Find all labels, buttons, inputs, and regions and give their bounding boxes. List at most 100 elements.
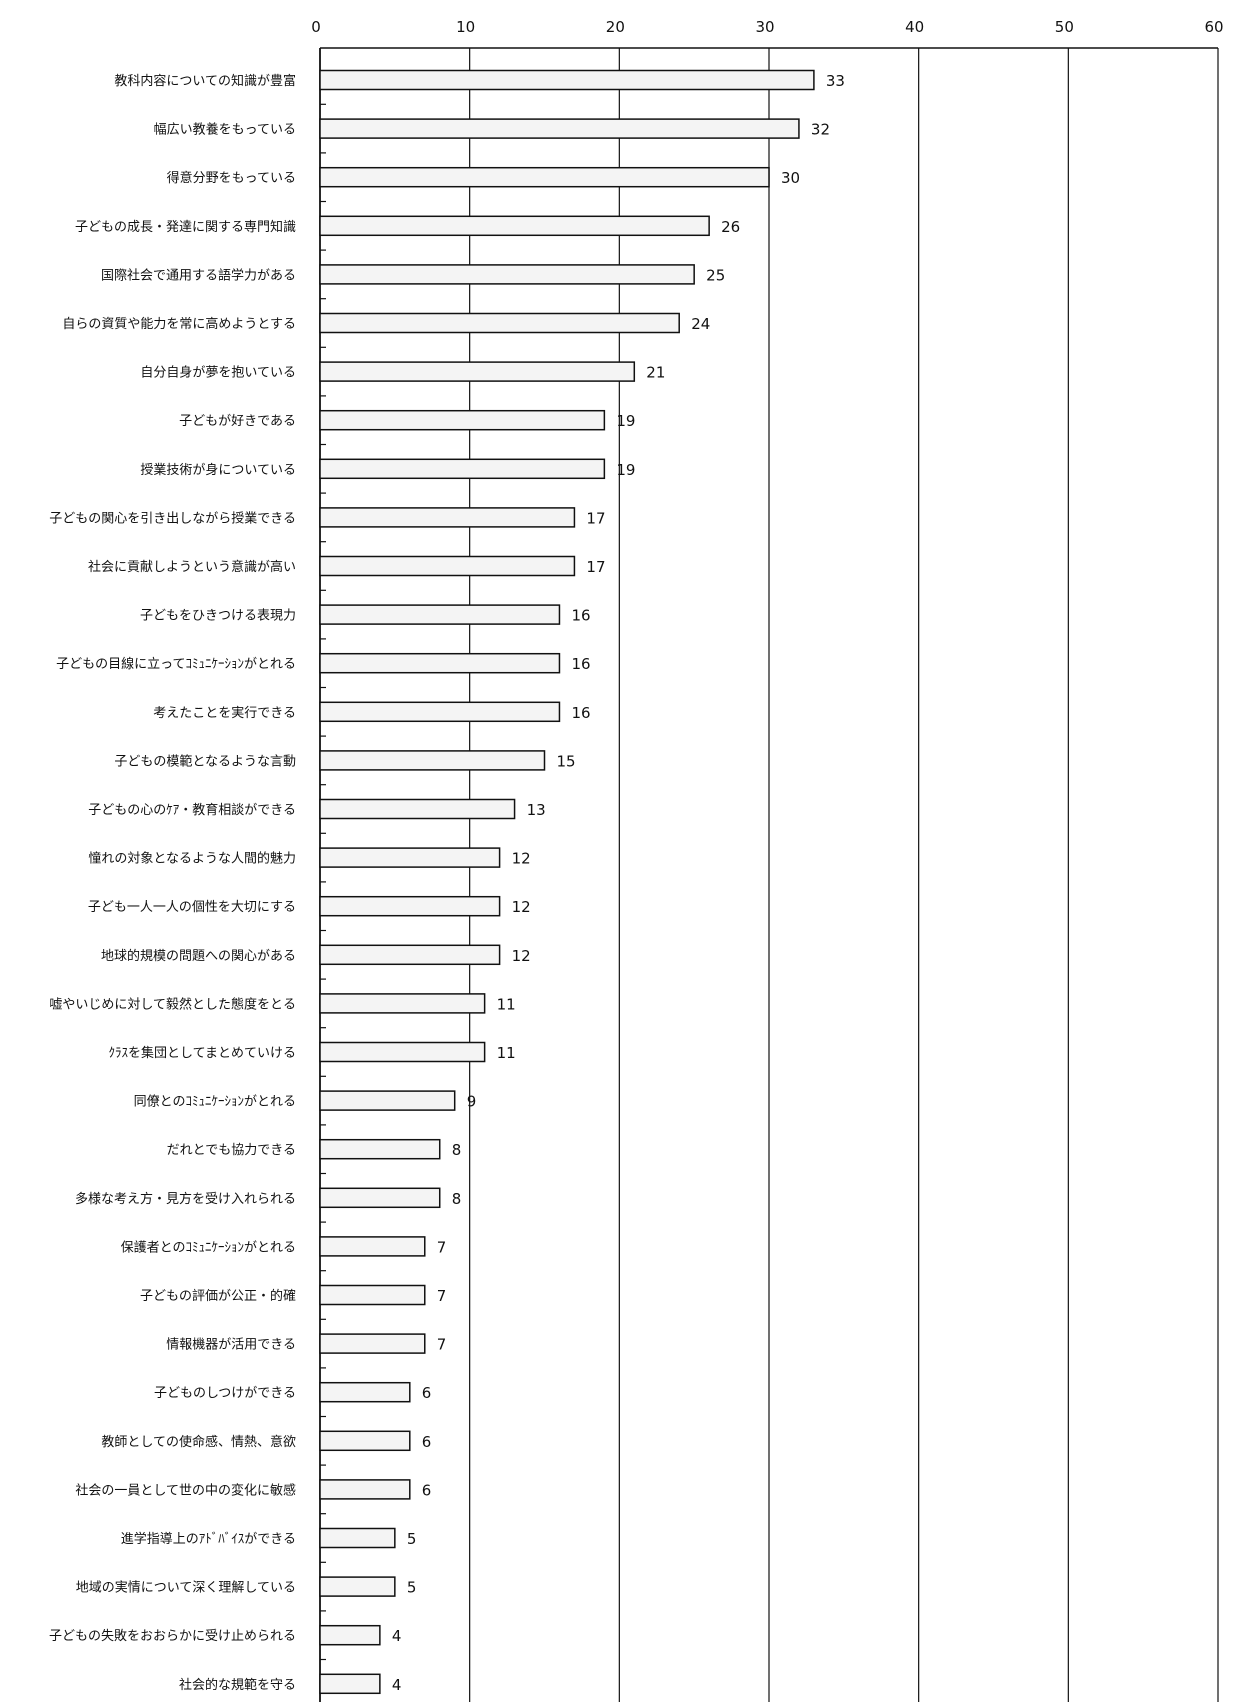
bar	[319, 1187, 441, 1209]
grid-layer	[319, 47, 1219, 1702]
bar	[319, 652, 561, 674]
value-label: 19	[616, 461, 635, 479]
value-label: 12	[512, 947, 531, 965]
bar	[319, 604, 561, 625]
x-tick-label: 20	[606, 18, 625, 36]
value-label: 6	[422, 1384, 432, 1402]
category-label: 教師としての使命感、情熱、意欲	[101, 1434, 296, 1450]
bar	[319, 215, 710, 237]
x-tick-label: 0	[311, 18, 321, 36]
category-label: 子どもの目線に立ってｺﾐｭﾆｹｰｼｮﾝがとれる	[56, 656, 296, 672]
category-label: 憧れの対象となるような人間的魅力	[88, 851, 296, 867]
bar	[319, 1284, 426, 1306]
value-label: 30	[781, 169, 800, 187]
value-label: 5	[407, 1530, 417, 1548]
category-label: 子どもの心のｹｱ・教育相談ができる	[88, 802, 296, 818]
bar	[319, 798, 516, 820]
bar	[319, 507, 576, 528]
value-label: 7	[437, 1336, 447, 1354]
bar	[319, 166, 770, 188]
category-label: 子どもの模範となるような言動	[114, 754, 296, 769]
category-label: 子どもをひきつける表現力	[140, 609, 296, 624]
value-label: 19	[616, 412, 635, 430]
value-label: 21	[646, 364, 665, 382]
value-label: 9	[467, 1093, 477, 1111]
value-label: 11	[497, 1044, 516, 1062]
bar	[319, 69, 815, 91]
x-tick-label: 40	[905, 18, 924, 36]
bar	[319, 1236, 426, 1257]
bar	[319, 750, 546, 771]
value-label: 11	[497, 995, 516, 1013]
bar	[319, 1430, 411, 1452]
category-label: 地球的規模の問題への関心がある	[101, 948, 296, 964]
bar	[319, 118, 800, 139]
value-label: 33	[826, 72, 845, 90]
value-label: 16	[571, 655, 590, 673]
value-label: 24	[691, 315, 710, 333]
bar	[319, 458, 606, 480]
category-label: 社会に貢献しようという意識が高い	[88, 559, 296, 575]
bar	[319, 1138, 441, 1160]
value-label: 7	[437, 1238, 447, 1256]
category-label: 自らの資質や能力を常に高めようとする	[62, 316, 296, 332]
bar	[319, 1041, 486, 1063]
bar	[319, 361, 636, 382]
value-label: 4	[392, 1627, 402, 1645]
bar	[319, 264, 695, 285]
bar	[319, 1576, 396, 1597]
value-label: 6	[422, 1433, 432, 1451]
bar-layer	[319, 69, 815, 1695]
value-label: 32	[811, 121, 830, 139]
value-label: 8	[452, 1190, 462, 1208]
bar	[319, 847, 501, 868]
category-label: 国際社会で通用する語学力がある	[101, 267, 296, 283]
value-label: 26	[721, 218, 740, 236]
category-label: 社会の一員として世の中の変化に敏感	[75, 1482, 296, 1498]
label-layer: 0 10 20 30 40 50 60 教科内容についての知識が豊富 33 幅広い教養をもっている…	[49, 18, 1224, 1694]
category-label: 子どもの評価が公正・的確	[140, 1288, 296, 1304]
value-label: 15	[557, 752, 576, 770]
category-label: 進学指導上のｱﾄﾞﾊﾞｲｽができる	[121, 1531, 296, 1547]
value-label: 7	[437, 1287, 447, 1305]
value-label: 4	[392, 1676, 402, 1694]
category-label: 嘘やいじめに対して毅然とした態度をとる	[49, 996, 296, 1012]
category-label: 多様な考え方・見方を受け入れられる	[75, 1191, 296, 1207]
bar	[319, 1624, 381, 1646]
x-tick-label: 10	[456, 18, 475, 36]
value-label: 16	[571, 607, 590, 625]
bar	[319, 1381, 411, 1403]
category-label: 授業技術が身についている	[140, 462, 296, 478]
category-label: 子どもが好きである	[179, 414, 296, 429]
x-tick-label: 50	[1055, 18, 1074, 36]
value-label: 13	[527, 801, 546, 819]
category-label: 地域の実情について深く理解している	[76, 1580, 296, 1596]
category-label: 社会的な規範を守る	[179, 1677, 296, 1693]
category-label: 子ども一人一人の個性を大切にする	[88, 900, 296, 915]
bar	[319, 1333, 426, 1354]
bar	[319, 1673, 381, 1695]
bar	[319, 944, 501, 966]
category-label: ｸﾗｽを集団としてまとめていける	[109, 1045, 296, 1061]
category-label: 保護者とのｺﾐｭﾆｹｰｼｮﾝがとれる	[121, 1239, 296, 1255]
value-label: 5	[407, 1579, 417, 1597]
category-label: 情報機器が活用できる	[166, 1338, 296, 1353]
value-label: 12	[512, 898, 531, 916]
x-tick-label: 30	[755, 18, 774, 36]
bar	[319, 1479, 411, 1500]
category-label: 子どものしつけができる	[154, 1386, 296, 1401]
value-label: 25	[706, 266, 725, 284]
category-label: 得意分野をもっている	[167, 170, 296, 186]
bar	[319, 895, 501, 917]
category-label: 教科内容についての知識が豊富	[114, 73, 296, 89]
value-label: 6	[422, 1481, 432, 1499]
category-label: 幅広い教養をもっている	[154, 122, 296, 138]
category-label: 考えたことを実行できる	[153, 705, 296, 721]
value-label: 17	[586, 558, 605, 576]
bar	[319, 312, 680, 334]
value-label: 16	[571, 704, 590, 722]
category-label: 自分自身が夢を抱いている	[140, 365, 296, 381]
category-label: 子どもの失敗をおおらかに受け止められる	[49, 1629, 296, 1644]
bar	[319, 1090, 456, 1111]
